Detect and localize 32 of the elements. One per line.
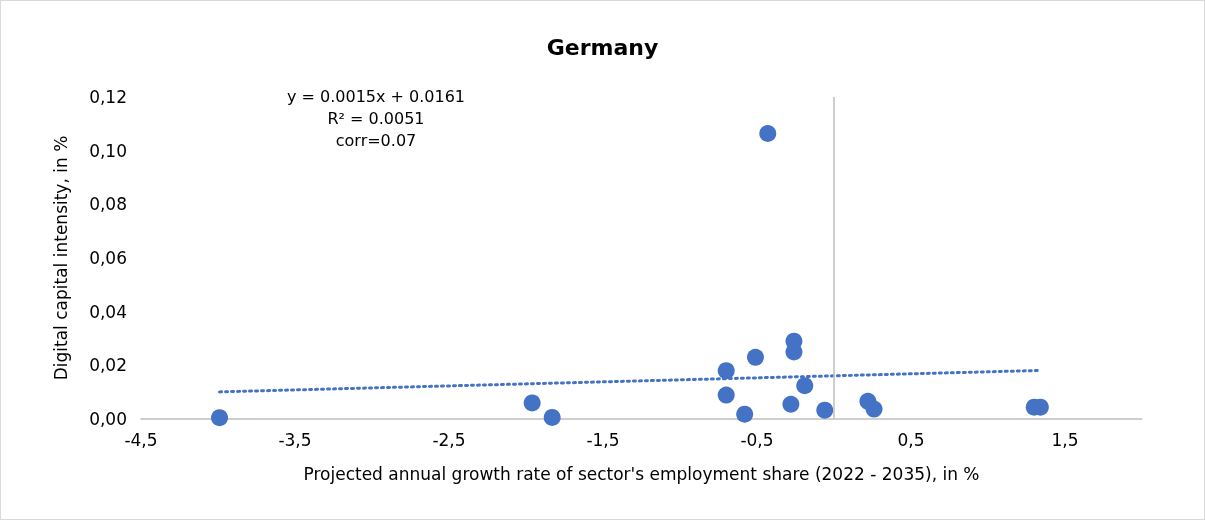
y-tick-label: 0,08 bbox=[89, 194, 127, 215]
x-tick-label: -4,5 bbox=[124, 429, 158, 450]
point bbox=[865, 400, 883, 418]
point bbox=[796, 377, 814, 395]
point bbox=[746, 348, 764, 366]
annotation: corr=0.07 bbox=[335, 130, 417, 150]
y-tick-label: 0,00 bbox=[89, 409, 127, 429]
point bbox=[717, 386, 735, 404]
point bbox=[759, 125, 777, 142]
annotation: R² = 0.0051 bbox=[327, 108, 425, 128]
point bbox=[816, 401, 834, 419]
y-tick-label: 0,12 bbox=[89, 87, 127, 107]
point bbox=[782, 395, 800, 413]
x-tick-label: 1,5 bbox=[1051, 429, 1079, 450]
point bbox=[211, 409, 229, 427]
x-axis-title: Projected annual growth rate of sector's employment share (2022 - 2035), in % bbox=[303, 463, 980, 484]
x-tick-label: -2,5 bbox=[432, 429, 466, 450]
point bbox=[717, 362, 735, 380]
point bbox=[543, 408, 561, 426]
y-axis-title: Digital capital intensity, in % bbox=[50, 135, 71, 381]
x-tick-label: -1,5 bbox=[586, 429, 620, 450]
y-tick-label: 0,06 bbox=[89, 248, 127, 268]
x-tick-label: -3,5 bbox=[278, 429, 312, 450]
y-tick-label: 0,10 bbox=[89, 140, 127, 161]
chart-title: Germany bbox=[546, 34, 659, 60]
y-tick-label: 0,04 bbox=[89, 301, 127, 322]
point bbox=[523, 394, 541, 412]
point bbox=[736, 405, 754, 423]
annotation: y = 0.0015x + 0.0161 bbox=[286, 86, 466, 106]
x-tick-label: -0,5 bbox=[740, 429, 774, 450]
y-tick-label: 0,02 bbox=[89, 355, 127, 376]
x-tick-label: 0,5 bbox=[897, 429, 925, 450]
